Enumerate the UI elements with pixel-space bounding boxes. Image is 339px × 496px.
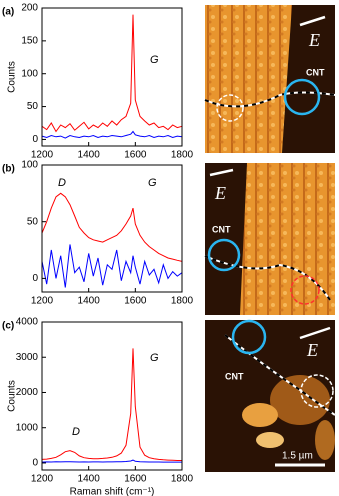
series-line xyxy=(41,192,183,262)
series-line xyxy=(41,244,183,288)
x-tick-label: 1800 xyxy=(171,296,194,307)
image-b: CNT E xyxy=(204,163,335,315)
x-tick-label: 1600 xyxy=(124,474,147,485)
x-tick-label: 1600 xyxy=(124,296,147,307)
y-tick-label: 4000 xyxy=(16,317,39,328)
panel-label: (a) xyxy=(2,7,14,18)
y-tick-label: 1000 xyxy=(16,422,39,433)
series-line xyxy=(41,14,183,133)
x-axis-label: Raman shift (cm⁻¹) xyxy=(70,487,155,496)
x-tick-label: 1400 xyxy=(78,474,101,485)
x-tick-label: 1400 xyxy=(78,296,101,307)
x-tick-label: 1200 xyxy=(31,150,54,161)
plot-frame xyxy=(41,7,183,147)
cnt-label: CNT xyxy=(306,67,325,77)
peak-label: G xyxy=(150,54,159,66)
x-tick-label: 1200 xyxy=(31,474,54,485)
y-tick-label: 2000 xyxy=(16,387,39,398)
x-tick-label: 1600 xyxy=(124,150,147,161)
peak-label: G xyxy=(150,352,159,364)
plot-frame xyxy=(41,321,183,471)
field-label: E xyxy=(306,340,318,360)
y-tick-label: 200 xyxy=(21,3,38,14)
plot-frame xyxy=(41,164,183,293)
x-tick-label: 1200 xyxy=(31,296,54,307)
series-line xyxy=(41,459,182,463)
field-label: E xyxy=(308,30,320,50)
y-tick-label: 3000 xyxy=(16,352,39,363)
y-tick-label: 50 xyxy=(27,216,39,227)
cnt-label: CNT xyxy=(212,224,231,234)
x-tick-label: 1400 xyxy=(78,150,101,161)
scale-bar-label: 1.5 µm xyxy=(282,451,313,462)
y-tick-label: 0 xyxy=(32,458,38,469)
x-tick-label: 1800 xyxy=(171,474,194,485)
panel-label: (b) xyxy=(2,164,15,175)
y-tick-label: 100 xyxy=(21,68,38,79)
field-label: E xyxy=(214,183,226,203)
series-line xyxy=(41,348,182,461)
series-line xyxy=(41,130,183,139)
y-tick-label: 50 xyxy=(27,101,39,112)
peak-label: D xyxy=(72,426,80,438)
image-a: CNT E xyxy=(204,5,336,153)
y-axis-label: Counts xyxy=(7,61,18,93)
y-axis-label: Counts xyxy=(7,380,18,412)
y-tick-label: 0 xyxy=(32,134,38,145)
x-tick-label: 1800 xyxy=(171,150,194,161)
panel-label: (c) xyxy=(2,321,14,332)
peak-label: G xyxy=(148,177,157,189)
y-tick-label: 150 xyxy=(21,35,38,46)
y-tick-label: 100 xyxy=(21,160,38,171)
image-c: CNT E 1.5 µm xyxy=(205,319,336,472)
y-tick-label: 0 xyxy=(32,273,38,284)
peak-label: D xyxy=(58,177,66,189)
cnt-label: CNT xyxy=(225,371,244,381)
